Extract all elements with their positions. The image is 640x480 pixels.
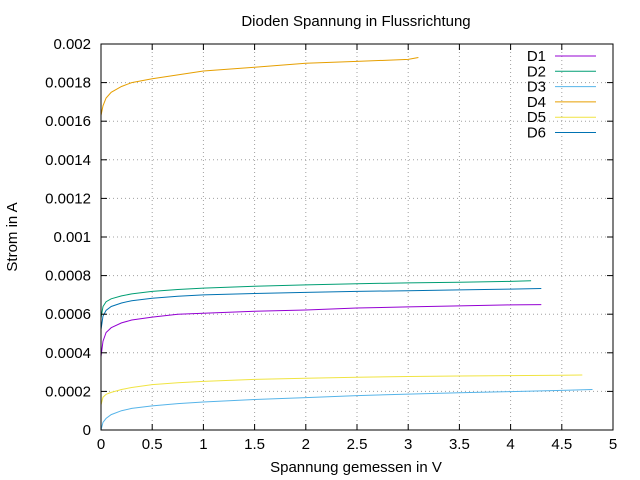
y-tick-label: 0.0006	[45, 306, 91, 323]
legend-label-d5: D5	[527, 109, 546, 126]
x-tick-label: 3.5	[449, 436, 470, 453]
series-line-d5	[100, 374, 583, 406]
chart-title: Dioden Spannung in Flussrichtung	[241, 13, 470, 30]
x-tick-label: 4	[506, 436, 514, 453]
y-tick-label: 0.0018	[45, 75, 91, 92]
series-line-d6	[100, 288, 542, 330]
y-axis-label: Strom in A	[4, 202, 21, 271]
y-tick-label: 0.0012	[45, 190, 91, 207]
series-line-d4	[100, 57, 419, 116]
legend-label-d1: D1	[527, 48, 546, 65]
legend-label-d2: D2	[527, 63, 546, 80]
legend-label-d3: D3	[527, 79, 546, 96]
x-tick-label: 4.5	[551, 436, 572, 453]
y-tick-label: 0.0004	[45, 345, 91, 362]
y-tick-label: 0.001	[53, 229, 91, 246]
series-lines	[100, 57, 593, 431]
x-tick-label: 1	[199, 436, 207, 453]
y-tick-label: 0.0008	[45, 268, 91, 285]
x-tick-label: 0	[97, 436, 105, 453]
x-tick-label: 0.5	[142, 436, 163, 453]
legend-label-d6: D6	[527, 125, 546, 142]
y-tick-label: 0.0014	[45, 152, 91, 169]
x-axis-label: Spannung gemessen in V	[270, 459, 442, 476]
y-tick-label: 0	[83, 422, 91, 439]
x-tick-label: 1.5	[244, 436, 265, 453]
x-tick-label: 2	[302, 436, 310, 453]
ticks: 0 0.5 1 1.5 2 2.5 3 3.5 4 4.5 5 0 0.0002 0.0004 0.0006…	[45, 36, 617, 453]
y-tick-label: 0.002	[53, 36, 91, 53]
x-tick-label: 3	[404, 436, 412, 453]
series-line-d1	[100, 304, 542, 357]
y-tick-label: 0.0002	[45, 383, 91, 400]
legend-label-d4: D4	[527, 94, 546, 111]
series-line-d3	[100, 389, 593, 431]
grid	[101, 44, 613, 430]
x-tick-label: 2.5	[347, 436, 368, 453]
y-tick-label: 0.0016	[45, 113, 91, 130]
series-line-d2	[100, 280, 532, 319]
x-tick-label: 5	[609, 436, 617, 453]
